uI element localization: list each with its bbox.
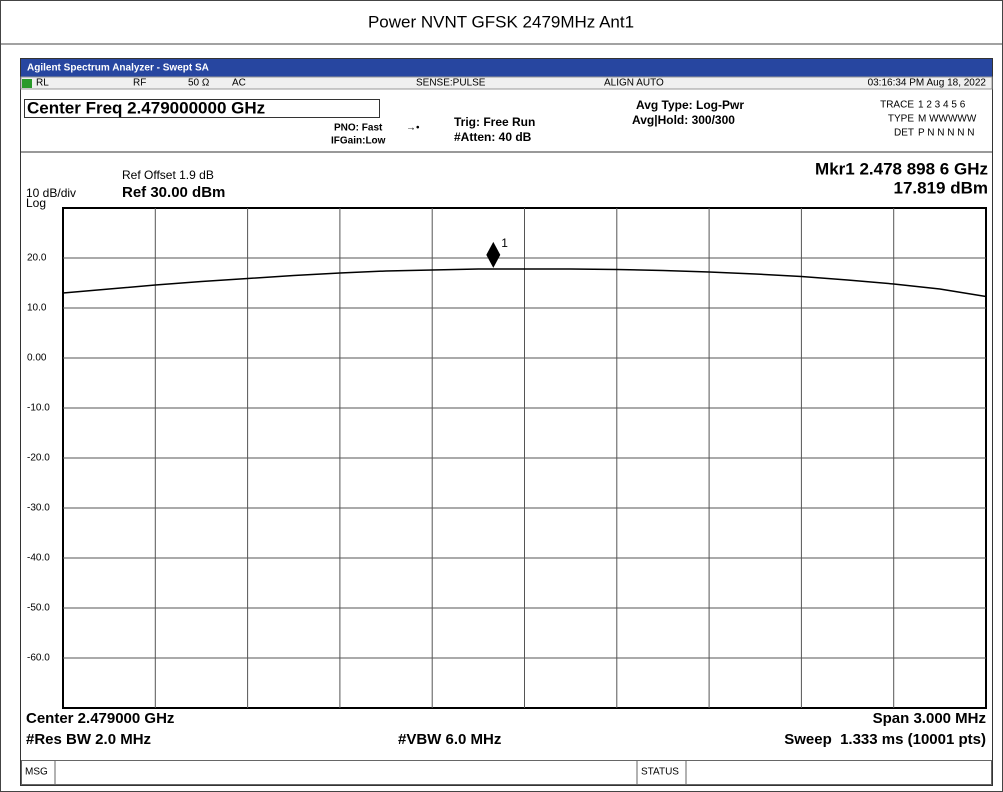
trace-label: TRACE bbox=[880, 100, 914, 111]
status-bar bbox=[21, 760, 992, 785]
sense: SENSE:PULSE bbox=[416, 78, 486, 89]
msg: MSG bbox=[25, 767, 48, 778]
trig: Trig: Free Run bbox=[454, 115, 535, 129]
title-bar bbox=[21, 59, 992, 77]
y-tick-label: 10.0 bbox=[27, 303, 47, 314]
footer-center: Center 2.479000 GHz bbox=[26, 710, 174, 727]
type-label: TYPE bbox=[888, 114, 914, 125]
det-label: DET bbox=[894, 128, 914, 139]
status-row bbox=[20, 76, 993, 90]
footer-sweep: Sweep 1.333 ms (10001 pts) bbox=[784, 731, 986, 748]
footer-rbw: #Res BW 2.0 MHz bbox=[26, 731, 151, 748]
trace-nums: 1 2 3 4 5 6 bbox=[918, 100, 966, 111]
align: ALIGN AUTO bbox=[604, 78, 664, 89]
trig-icon: →• bbox=[406, 123, 420, 134]
footer-vbw: #VBW 6.0 MHz bbox=[398, 731, 501, 748]
scale: 10 dB/div bbox=[26, 186, 76, 200]
marker bbox=[486, 241, 501, 268]
center-freq-box bbox=[24, 99, 380, 118]
y-tick-label: 0.00 bbox=[27, 353, 47, 364]
avg-hold: Avg|Hold: 300/300 bbox=[632, 113, 735, 127]
center-freq: Center Freq 2.479000000 GHz bbox=[27, 98, 265, 117]
avg-type: Avg Type: Log-Pwr bbox=[636, 98, 744, 112]
log: Log bbox=[26, 196, 46, 210]
marker-label: 1 bbox=[501, 236, 508, 250]
ifgain: IFGain:Low bbox=[331, 136, 386, 147]
trace bbox=[62, 268, 987, 298]
footer-span: Span 3.000 MHz bbox=[873, 710, 986, 727]
y-tick-label: 20.0 bbox=[27, 253, 47, 264]
type-vals: M WWWWW bbox=[918, 114, 977, 125]
atten: #Atten: 40 dB bbox=[454, 130, 532, 144]
y-tick-label: -40.0 bbox=[27, 553, 50, 564]
rf: RF bbox=[133, 78, 146, 89]
y-tick-label: -10.0 bbox=[27, 403, 50, 414]
ref-offset: Ref Offset 1.9 dB bbox=[122, 168, 214, 182]
rl: RL bbox=[36, 78, 49, 89]
lxi-icon bbox=[22, 79, 32, 88]
det-vals: P N N N N N bbox=[918, 128, 975, 139]
y-tick-label: -20.0 bbox=[27, 453, 50, 464]
page-title: Power NVNT GFSK 2479MHz Ant1 bbox=[368, 12, 634, 31]
coupling: AC bbox=[232, 78, 246, 89]
impedance: 50 Ω bbox=[188, 78, 210, 89]
window-title: Agilent Spectrum Analyzer - Swept SA bbox=[27, 63, 209, 74]
status: STATUS bbox=[641, 767, 679, 778]
y-tick-label: -30.0 bbox=[27, 503, 50, 514]
pno: PNO: Fast bbox=[334, 123, 383, 134]
datetime: 03:16:34 PM Aug 18, 2022 bbox=[868, 78, 987, 89]
ref-level: Ref 30.00 dBm bbox=[122, 184, 225, 201]
marker-freq: Mkr1 2.478 898 6 GHz bbox=[815, 159, 988, 178]
y-tick-label: -50.0 bbox=[27, 603, 50, 614]
y-tick-label: -60.0 bbox=[27, 653, 50, 664]
marker-level: 17.819 dBm bbox=[894, 178, 989, 197]
